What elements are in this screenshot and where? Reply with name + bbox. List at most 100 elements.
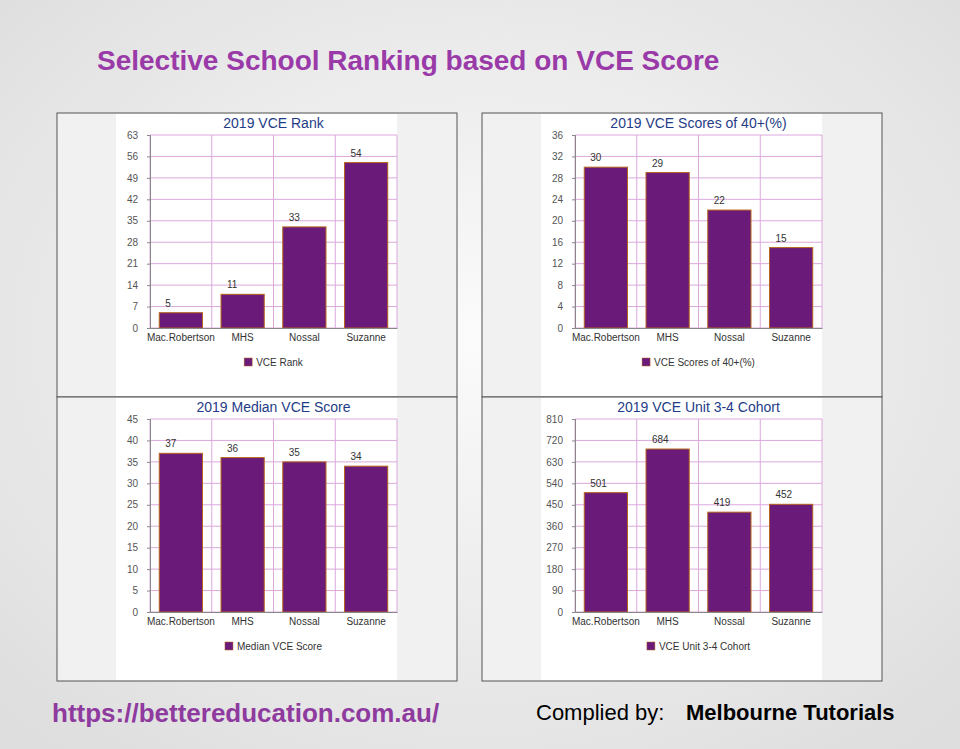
- y-tick-label: 720: [546, 435, 563, 446]
- y-tick: 90: [552, 585, 575, 596]
- y-tick-mark: [147, 612, 150, 613]
- x-tick-label: MHS: [657, 332, 680, 343]
- y-tick: 15: [127, 542, 150, 553]
- grid-line-vertical: [273, 419, 274, 612]
- y-tick: 56: [127, 151, 150, 162]
- data-label: 22: [714, 195, 726, 206]
- y-tick: 36: [552, 130, 575, 141]
- y-tick-label: 0: [557, 323, 563, 334]
- y-tick-label: 32: [552, 151, 564, 162]
- y-tick: 25: [127, 499, 150, 510]
- x-tick-label: Nossal: [289, 616, 320, 627]
- x-tick-label: Nossal: [714, 616, 745, 627]
- y-tick-label: 42: [127, 194, 139, 205]
- y-tick-mark: [572, 483, 575, 484]
- legend: VCE Scores of 40+(%): [642, 357, 755, 368]
- grid-line-vertical: [636, 135, 637, 328]
- x-tick: Nossal: [289, 612, 320, 627]
- panel-background: [116, 398, 397, 680]
- chart-panel: 501684419452090180270360450540630720810M…: [482, 397, 882, 681]
- legend: VCE Rank: [244, 357, 304, 368]
- y-tick-mark: [147, 264, 150, 265]
- y-tick-mark: [572, 199, 575, 200]
- y-tick-mark: [572, 135, 575, 136]
- chart-panel: 5113354071421283542495663Mac.RobertsonMH…: [57, 113, 457, 397]
- panel-background: [541, 114, 822, 396]
- page: Selective School Ranking based on VCE Sc…: [0, 0, 960, 749]
- x-tick: Nossal: [714, 328, 745, 343]
- bar: [345, 163, 388, 328]
- y-tick-label: 24: [552, 194, 564, 205]
- y-tick-mark: [572, 548, 575, 549]
- x-tick: Nossal: [289, 328, 320, 343]
- grid-line-vertical: [822, 419, 823, 612]
- y-tick-mark: [147, 199, 150, 200]
- y-tick-label: 16: [552, 237, 564, 248]
- y-tick: 270: [546, 542, 575, 553]
- bar: [646, 173, 689, 328]
- x-tick-label: MHS: [232, 616, 255, 627]
- y-tick-label: 63: [127, 130, 139, 141]
- y-tick-label: 45: [127, 414, 139, 425]
- y-axis-line: [572, 136, 576, 329]
- bar: [283, 227, 326, 328]
- y-tick: 49: [127, 173, 150, 184]
- x-axis-line: [576, 328, 823, 329]
- data-label: 34: [351, 451, 363, 462]
- y-tick-label: 25: [127, 499, 139, 510]
- data-label: 37: [165, 438, 177, 449]
- y-tick-mark: [147, 591, 150, 592]
- y-tick-mark: [572, 462, 575, 463]
- legend-swatch: [244, 358, 252, 366]
- y-tick: 21: [127, 258, 150, 269]
- x-tick: Mac.Robertson: [572, 328, 640, 343]
- y-tick-label: 14: [127, 280, 139, 291]
- x-tick-label: Mac.Robertson: [147, 332, 215, 343]
- x-tick: MHS: [657, 612, 680, 627]
- panel-frame: [482, 113, 882, 397]
- y-tick: 20: [552, 215, 575, 226]
- y-axis: 04812162024283236: [552, 130, 576, 334]
- y-tick: 30: [127, 478, 150, 489]
- y-tick-label: 810: [546, 414, 563, 425]
- x-tick: Mac.Robertson: [147, 328, 215, 343]
- data-label: 33: [289, 212, 301, 223]
- x-tick: Suzanne: [771, 328, 811, 343]
- grid-line-vertical: [397, 419, 398, 612]
- bar: [584, 167, 627, 328]
- y-tick-mark: [147, 156, 150, 157]
- data-label: 15: [776, 233, 788, 244]
- y-tick-mark: [147, 419, 150, 420]
- y-tick-mark: [147, 221, 150, 222]
- data-label: 11: [227, 279, 238, 290]
- y-tick-mark: [147, 462, 150, 463]
- y-tick-mark: [147, 526, 150, 527]
- x-tick: MHS: [232, 328, 255, 343]
- y-tick-label: 21: [127, 258, 139, 269]
- y-tick-mark: [572, 285, 575, 286]
- y-tick-label: 10: [127, 564, 139, 575]
- y-tick-label: 0: [132, 323, 138, 334]
- plot-area: [159, 163, 387, 328]
- data-label: 30: [590, 152, 602, 163]
- y-tick-label: 28: [127, 237, 139, 248]
- data-label: 5: [165, 298, 171, 309]
- y-tick-mark: [572, 264, 575, 265]
- grid-line-vertical: [760, 135, 761, 328]
- legend-swatch: [225, 642, 233, 650]
- y-tick-mark: [147, 307, 150, 308]
- grid-line-vertical: [335, 419, 336, 612]
- x-tick-label: Suzanne: [771, 332, 811, 343]
- y-tick-mark: [572, 307, 575, 308]
- grid-line-vertical: [211, 135, 212, 328]
- y-tick-label: 35: [127, 215, 139, 226]
- y-axis-line: [147, 136, 151, 329]
- chart-title: 2019 VCE Rank: [223, 115, 324, 131]
- y-tick-label: 20: [127, 521, 139, 532]
- y-tick-mark: [147, 505, 150, 506]
- y-tick-label: 0: [132, 607, 138, 618]
- y-axis: 071421283542495663: [127, 130, 151, 334]
- panel-background: [116, 114, 397, 396]
- bar: [708, 512, 751, 612]
- panel-frame: [57, 397, 457, 681]
